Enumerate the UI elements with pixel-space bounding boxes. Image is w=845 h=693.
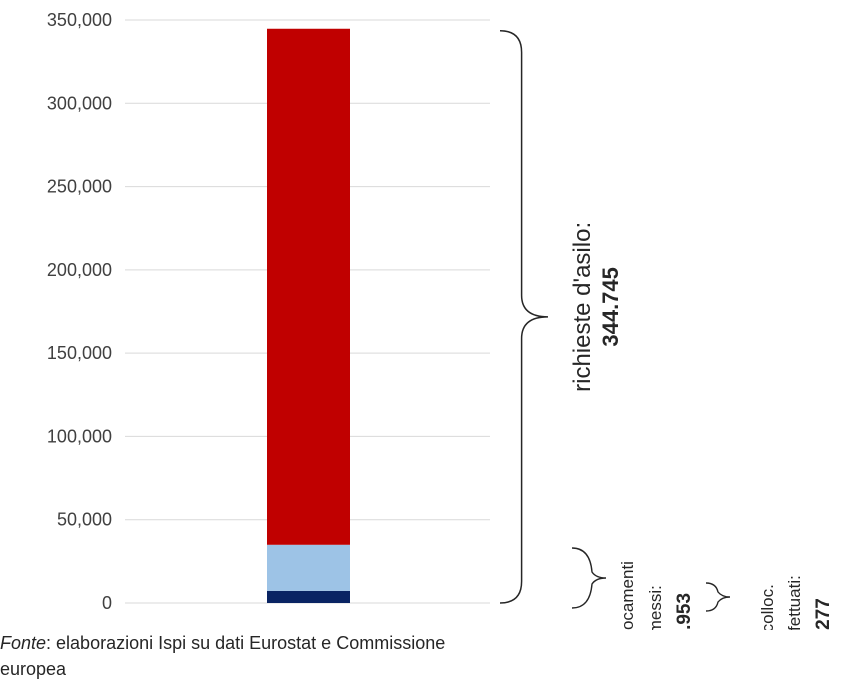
effettuati-label-2: effettuati: [785,575,804,630]
source-text: : elaborazioni Ispi su dati Eurostat e C… [0,633,446,679]
y-tick-label: 200,000 [47,260,112,280]
promessi-value: 34.953 [674,593,695,630]
source-note: Fonte: elaborazioni Ispi su dati Eurosta… [0,630,470,682]
richieste-label: richieste d'asilo: [569,222,596,392]
effettuati-label-1: ricolloc. [758,584,777,630]
asylum-relocation-chart: 0 50,000 100,000 150,000 200,000 250,000 300,0… [47,10,834,630]
promessi-label-2: promessi: [646,585,665,630]
brace-richieste [499,30,549,604]
y-tick-label: 150,000 [47,343,112,363]
bar-segment-promessi_rest [267,544,350,591]
effettuati-value: 7.277 [813,598,834,630]
y-tick-label: 250,000 [47,177,112,197]
annotations: richieste d'asilo: 344.745 ricollocamenti p… [499,30,834,630]
stacked-bar [267,28,350,603]
source-label: Fonte [0,633,47,653]
promessi-label-1: ricollocamenti [618,561,637,630]
brace-effettuati [705,582,731,612]
bar-segment-richieste_rest [267,28,350,545]
brace-promessi [571,547,607,609]
richieste-value: 344.745 [598,267,623,347]
y-tick-label: 50,000 [57,510,112,530]
y-tick-label: 100,000 [47,426,112,446]
y-axis: 0 50,000 100,000 150,000 200,000 250,000 300,0… [47,10,112,613]
bar-segment-effettuati [267,590,350,603]
y-tick-label: 0 [102,593,112,613]
y-tick-label: 350,000 [47,10,112,30]
y-tick-label: 300,000 [47,93,112,113]
